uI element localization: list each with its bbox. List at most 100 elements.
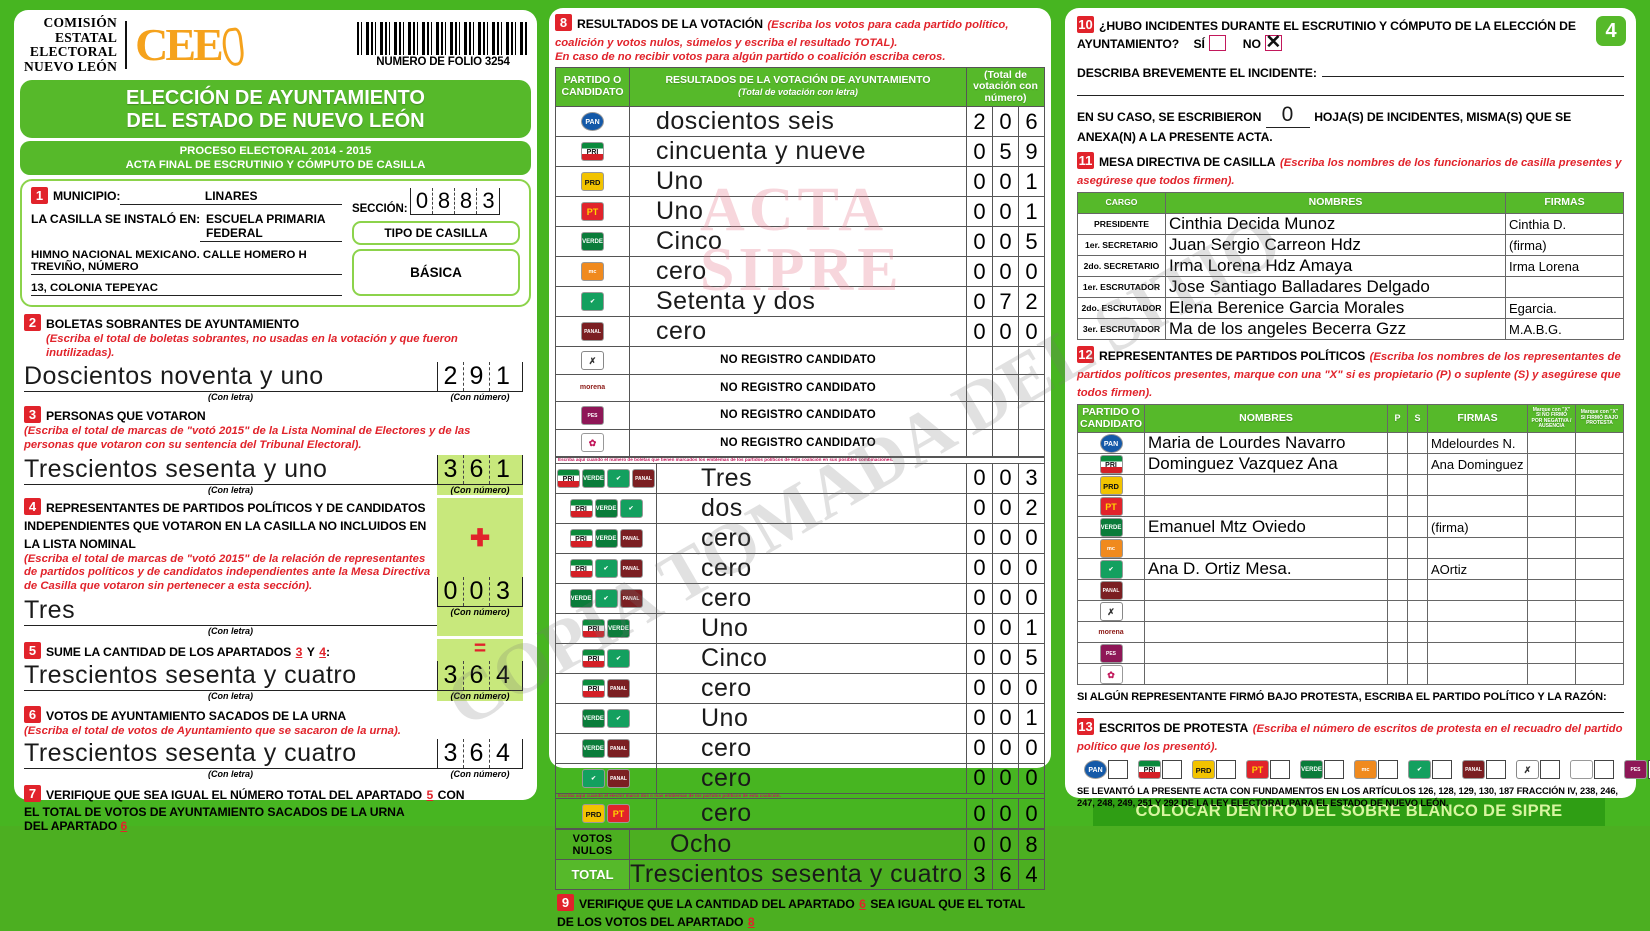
party-digit-2[interactable]: 0 [992, 166, 1019, 198]
coalition-digit-1[interactable]: 0 [966, 522, 993, 554]
rep-firma[interactable]: (firma) [1427, 516, 1528, 539]
rep-nofirmo-check[interactable] [1527, 495, 1576, 518]
rep-suplente-check[interactable] [1407, 600, 1428, 623]
protest-count-input[interactable] [1216, 760, 1236, 780]
rep-nombre[interactable] [1144, 537, 1388, 560]
rep-protesta-check[interactable] [1575, 474, 1624, 497]
tipo-casilla-value[interactable]: BÁSICA [352, 249, 520, 297]
coalition-votes-letra[interactable]: cero [656, 798, 967, 830]
party-digit-2[interactable]: 0 [992, 106, 1019, 138]
rep-protesta-check[interactable] [1575, 495, 1624, 518]
party-digit-3[interactable] [1018, 428, 1045, 458]
party-votes-letra[interactable]: NO REGISTRO CANDIDATO [629, 401, 967, 430]
rep-nombre[interactable] [1144, 621, 1388, 644]
rep-firma[interactable] [1427, 537, 1528, 560]
rep-suplente-check[interactable] [1407, 537, 1428, 560]
coalition-votes-letra[interactable]: dos [656, 492, 967, 524]
rep-propietario-check[interactable] [1387, 621, 1408, 644]
coalition-digit-3[interactable]: 0 [1018, 582, 1045, 614]
coalition-digit-3[interactable]: 3 [1018, 462, 1045, 494]
rep-propietario-check[interactable] [1387, 642, 1408, 665]
rep-protesta-check[interactable] [1575, 537, 1624, 560]
coalition-digit-2[interactable]: 0 [992, 732, 1019, 764]
party-digit-1[interactable] [966, 346, 993, 375]
mesa-nombre[interactable]: Juan Sergio Carreon Hdz [1165, 234, 1506, 256]
coalition-votes-letra[interactable]: Uno [656, 612, 967, 644]
party-digit-3[interactable]: 5 [1018, 226, 1045, 258]
total-digit-3[interactable]: 4 [1018, 859, 1045, 891]
hojas-value[interactable]: 0 [1265, 103, 1310, 128]
rep-firma[interactable]: Mdelourdes N. [1427, 432, 1528, 455]
party-votes-letra[interactable]: doscientos seis [629, 106, 967, 138]
rep-nofirmo-check[interactable] [1527, 642, 1576, 665]
section-3-letra[interactable]: Trescientos sesenta y uno [24, 455, 437, 485]
protest-count-input[interactable] [1108, 760, 1128, 780]
rep-suplente-check[interactable] [1407, 558, 1428, 581]
coalition-digit-1[interactable]: 0 [966, 672, 993, 704]
mesa-firma[interactable]: M.A.B.G. [1505, 318, 1624, 340]
rep-protesta-check[interactable] [1575, 600, 1624, 623]
rep-firma[interactable] [1427, 600, 1528, 623]
party-digit-2[interactable]: 0 [992, 316, 1019, 348]
rep-firma[interactable] [1427, 474, 1528, 497]
coalition-digit-2[interactable]: 0 [992, 798, 1019, 830]
coalition-digit-3[interactable]: 0 [1018, 522, 1045, 554]
mesa-firma[interactable] [1505, 276, 1624, 298]
party-digit-2[interactable] [992, 428, 1019, 458]
protest-count-input[interactable] [1162, 760, 1182, 780]
protest-count-input[interactable] [1270, 760, 1290, 780]
rep-nombre[interactable] [1144, 474, 1388, 497]
party-digit-3[interactable]: 0 [1018, 256, 1045, 288]
casilla-line-2[interactable]: HIMNO NACIONAL MEXICANO. CALLE HOMERO H … [31, 249, 342, 276]
party-votes-letra[interactable]: Setenta y dos [629, 286, 967, 318]
coalition-digit-1[interactable]: 0 [966, 582, 993, 614]
party-digit-1[interactable]: 0 [966, 316, 993, 348]
party-digit-2[interactable]: 0 [992, 226, 1019, 258]
protest-count-input[interactable] [1324, 760, 1344, 780]
mesa-nombre[interactable]: Irma Lorena Hdz Amaya [1165, 255, 1506, 277]
votos-nulos-letra[interactable]: Ocho [670, 830, 732, 859]
mesa-firma[interactable]: Egarcia. [1505, 297, 1624, 319]
party-digit-2[interactable] [992, 346, 1019, 375]
coalition-digit-3[interactable]: 1 [1018, 612, 1045, 644]
rep-propietario-check[interactable] [1387, 537, 1408, 560]
section-3-digits[interactable]: 3 6 1 [437, 454, 523, 485]
coalition-digit-3[interactable]: 0 [1018, 762, 1045, 794]
party-digit-3[interactable]: 9 [1018, 136, 1045, 168]
rep-protesta-check[interactable] [1575, 621, 1624, 644]
rep-suplente-check[interactable] [1407, 579, 1428, 602]
rep-firma[interactable] [1427, 621, 1528, 644]
coalition-digit-1[interactable]: 0 [966, 702, 993, 734]
coalition-digit-2[interactable]: 0 [992, 642, 1019, 674]
protest-count-input[interactable] [1378, 760, 1398, 780]
rep-nombre[interactable]: Ana D. Ortiz Mesa. [1144, 558, 1388, 581]
party-votes-letra[interactable]: cero [629, 316, 967, 348]
rep-propietario-check[interactable] [1387, 432, 1408, 455]
coalition-digit-3[interactable]: 2 [1018, 492, 1045, 524]
coalition-votes-letra[interactable]: Uno [656, 702, 967, 734]
rep-nofirmo-check[interactable] [1527, 600, 1576, 623]
mesa-nombre[interactable]: Elena Berenice Garcia Morales [1165, 297, 1506, 319]
rep-propietario-check[interactable] [1387, 453, 1408, 476]
mesa-nombre[interactable]: Jose Santiago Balladares Delgado [1165, 276, 1506, 298]
coalition-votes-letra[interactable]: Tres [656, 462, 967, 494]
coalition-votes-letra[interactable]: cero [656, 582, 967, 614]
rep-propietario-check[interactable] [1387, 600, 1408, 623]
party-digit-2[interactable]: 7 [992, 286, 1019, 318]
party-votes-letra[interactable]: cincuenta y nueve [629, 136, 967, 168]
coalition-digit-2[interactable]: 0 [992, 702, 1019, 734]
rep-suplente-check[interactable] [1407, 474, 1428, 497]
coalition-digit-2[interactable]: 0 [992, 552, 1019, 584]
coalition-digit-1[interactable]: 0 [966, 462, 993, 494]
coalition-votes-letra[interactable]: cero [656, 672, 967, 704]
rep-nofirmo-check[interactable] [1527, 516, 1576, 539]
rep-nombre[interactable]: Emanuel Mtz Oviedo [1144, 516, 1388, 539]
party-digit-1[interactable]: 0 [966, 256, 993, 288]
party-digit-3[interactable]: 1 [1018, 196, 1045, 228]
total-digit-2[interactable]: 6 [992, 859, 1019, 891]
rep-protesta-check[interactable] [1575, 663, 1624, 686]
municipio-value[interactable]: LINARES [120, 189, 342, 206]
protest-count-input[interactable] [1648, 760, 1650, 780]
party-votes-letra[interactable]: cero [629, 256, 967, 288]
mesa-firma[interactable]: Irma Lorena [1505, 255, 1624, 277]
